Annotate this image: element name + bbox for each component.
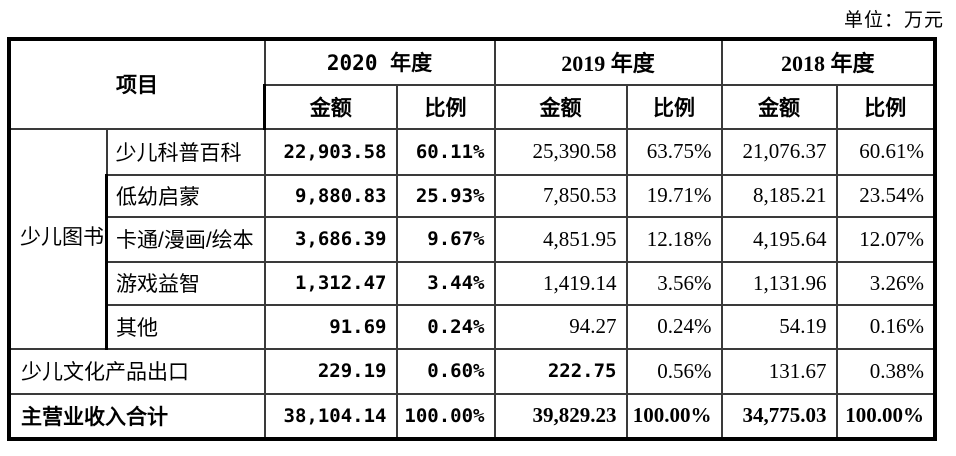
table-row-total: 主营业收入合计 38,104.14 100.00% 39,829.23 100.… xyxy=(8,392,937,440)
amount-2020: 22,903.58 xyxy=(263,127,398,176)
ratio-2020: 100.00% xyxy=(395,392,496,440)
table-row: 其他 91.69 0.24% 94.27 0.24% 54.19 0.16% xyxy=(10,303,937,350)
ratio-2020: 25.93% xyxy=(395,173,496,218)
header-row-measures: 金额 比例 金额 比例 金额 比例 xyxy=(10,83,937,130)
amount-2020: 91.69 xyxy=(263,303,398,350)
header-ratio-2018: 比例 xyxy=(835,83,937,130)
ratio-2019: 63.75% xyxy=(625,127,723,176)
ratio-2018: 60.61% xyxy=(835,127,937,176)
row-label: 少儿文化产品出口 xyxy=(8,347,266,395)
header-amount-2019: 金额 xyxy=(493,83,628,130)
amount-2018: 21,076.37 xyxy=(720,127,838,176)
header-amount-2018: 金额 xyxy=(720,83,838,130)
header-item: 项目 xyxy=(8,38,266,130)
header-ratio-2020: 比例 xyxy=(395,83,496,130)
table-row: 少儿图书策划与发行 少儿科普百科 22,903.58 60.11% 25,390… xyxy=(8,127,937,350)
ratio-2020: 0.24% xyxy=(395,303,496,350)
table-row: 卡通/漫画/绘本 3,686.39 9.67% 4,851.95 12.18% … xyxy=(10,215,937,263)
header-row-years: 项目 2020 年度 2019 年度 2018 年度 xyxy=(8,38,937,130)
amount-2019: 4,851.95 xyxy=(493,215,628,263)
ratio-2019: 100.00% xyxy=(625,392,723,440)
amount-2020: 9,880.83 xyxy=(263,173,398,218)
amount-2020: 229.19 xyxy=(263,347,398,395)
table-row-export: 少儿文化产品出口 229.19 0.60% 222.75 0.56% 131.6… xyxy=(8,347,937,395)
amount-2019: 1,419.14 xyxy=(493,260,628,306)
group-label-cell: 少儿图书策划与发行 xyxy=(8,127,108,350)
amount-2018: 1,131.96 xyxy=(720,260,838,306)
amount-2020: 38,104.14 xyxy=(263,392,398,440)
ratio-2018: 0.38% xyxy=(835,347,937,395)
amount-2018: 54.19 xyxy=(720,303,838,350)
table-row: 游戏益智 1,312.47 3.44% 1,419.14 3.56% 1,131… xyxy=(10,260,937,306)
amount-2019: 222.75 xyxy=(493,347,628,395)
ratio-2018: 100.00% xyxy=(835,392,937,440)
header-year-2018: 2018 年度 xyxy=(720,38,937,86)
ratio-2018: 0.16% xyxy=(835,303,937,350)
ratio-2020: 0.60% xyxy=(395,347,496,395)
amount-2020: 1,312.47 xyxy=(263,260,398,306)
table-row: 低幼启蒙 9,880.83 25.93% 7,850.53 19.71% 8,1… xyxy=(10,173,937,218)
amount-2020: 3,686.39 xyxy=(263,215,398,263)
row-label: 少儿科普百科 xyxy=(105,127,266,176)
ratio-2018: 23.54% xyxy=(835,173,937,218)
ratio-2018: 12.07% xyxy=(835,215,937,263)
amount-2018: 34,775.03 xyxy=(720,392,838,440)
ratio-2019: 12.18% xyxy=(625,215,723,263)
row-label: 其他 xyxy=(105,303,266,350)
ratio-2019: 0.24% xyxy=(625,303,723,350)
main-revenue-table: 项目 2020 年度 2019 年度 2018 年度 金额 比例 金额 比例 金… xyxy=(6,37,938,441)
ratio-2020: 9.67% xyxy=(395,215,496,263)
ratio-2019: 0.56% xyxy=(625,347,723,395)
unit-label: 单位：万元 xyxy=(843,10,944,31)
ratio-2020: 3.44% xyxy=(395,260,496,306)
row-label: 游戏益智 xyxy=(105,260,266,306)
header-ratio-2019: 比例 xyxy=(625,83,723,130)
amount-2018: 4,195.64 xyxy=(720,215,838,263)
row-label: 低幼启蒙 xyxy=(105,173,266,218)
amount-2019: 94.27 xyxy=(493,303,628,350)
header-year-2019: 2019 年度 xyxy=(493,38,723,86)
row-label: 卡通/漫画/绘本 xyxy=(105,215,266,263)
amount-2018: 8,185.21 xyxy=(720,173,838,218)
amount-2019: 39,829.23 xyxy=(493,392,628,440)
amount-2019: 25,390.58 xyxy=(493,127,628,176)
ratio-2020: 60.11% xyxy=(395,127,496,176)
row-label-total: 主营业收入合计 xyxy=(8,392,266,440)
ratio-2019: 19.71% xyxy=(625,173,723,218)
header-amount-2020: 金额 xyxy=(263,83,398,130)
ratio-2018: 3.26% xyxy=(835,260,937,306)
amount-2018: 131.67 xyxy=(720,347,838,395)
ratio-2019: 3.56% xyxy=(625,260,723,306)
header-year-2020: 2020 年度 xyxy=(263,38,496,86)
amount-2019: 7,850.53 xyxy=(493,173,628,218)
